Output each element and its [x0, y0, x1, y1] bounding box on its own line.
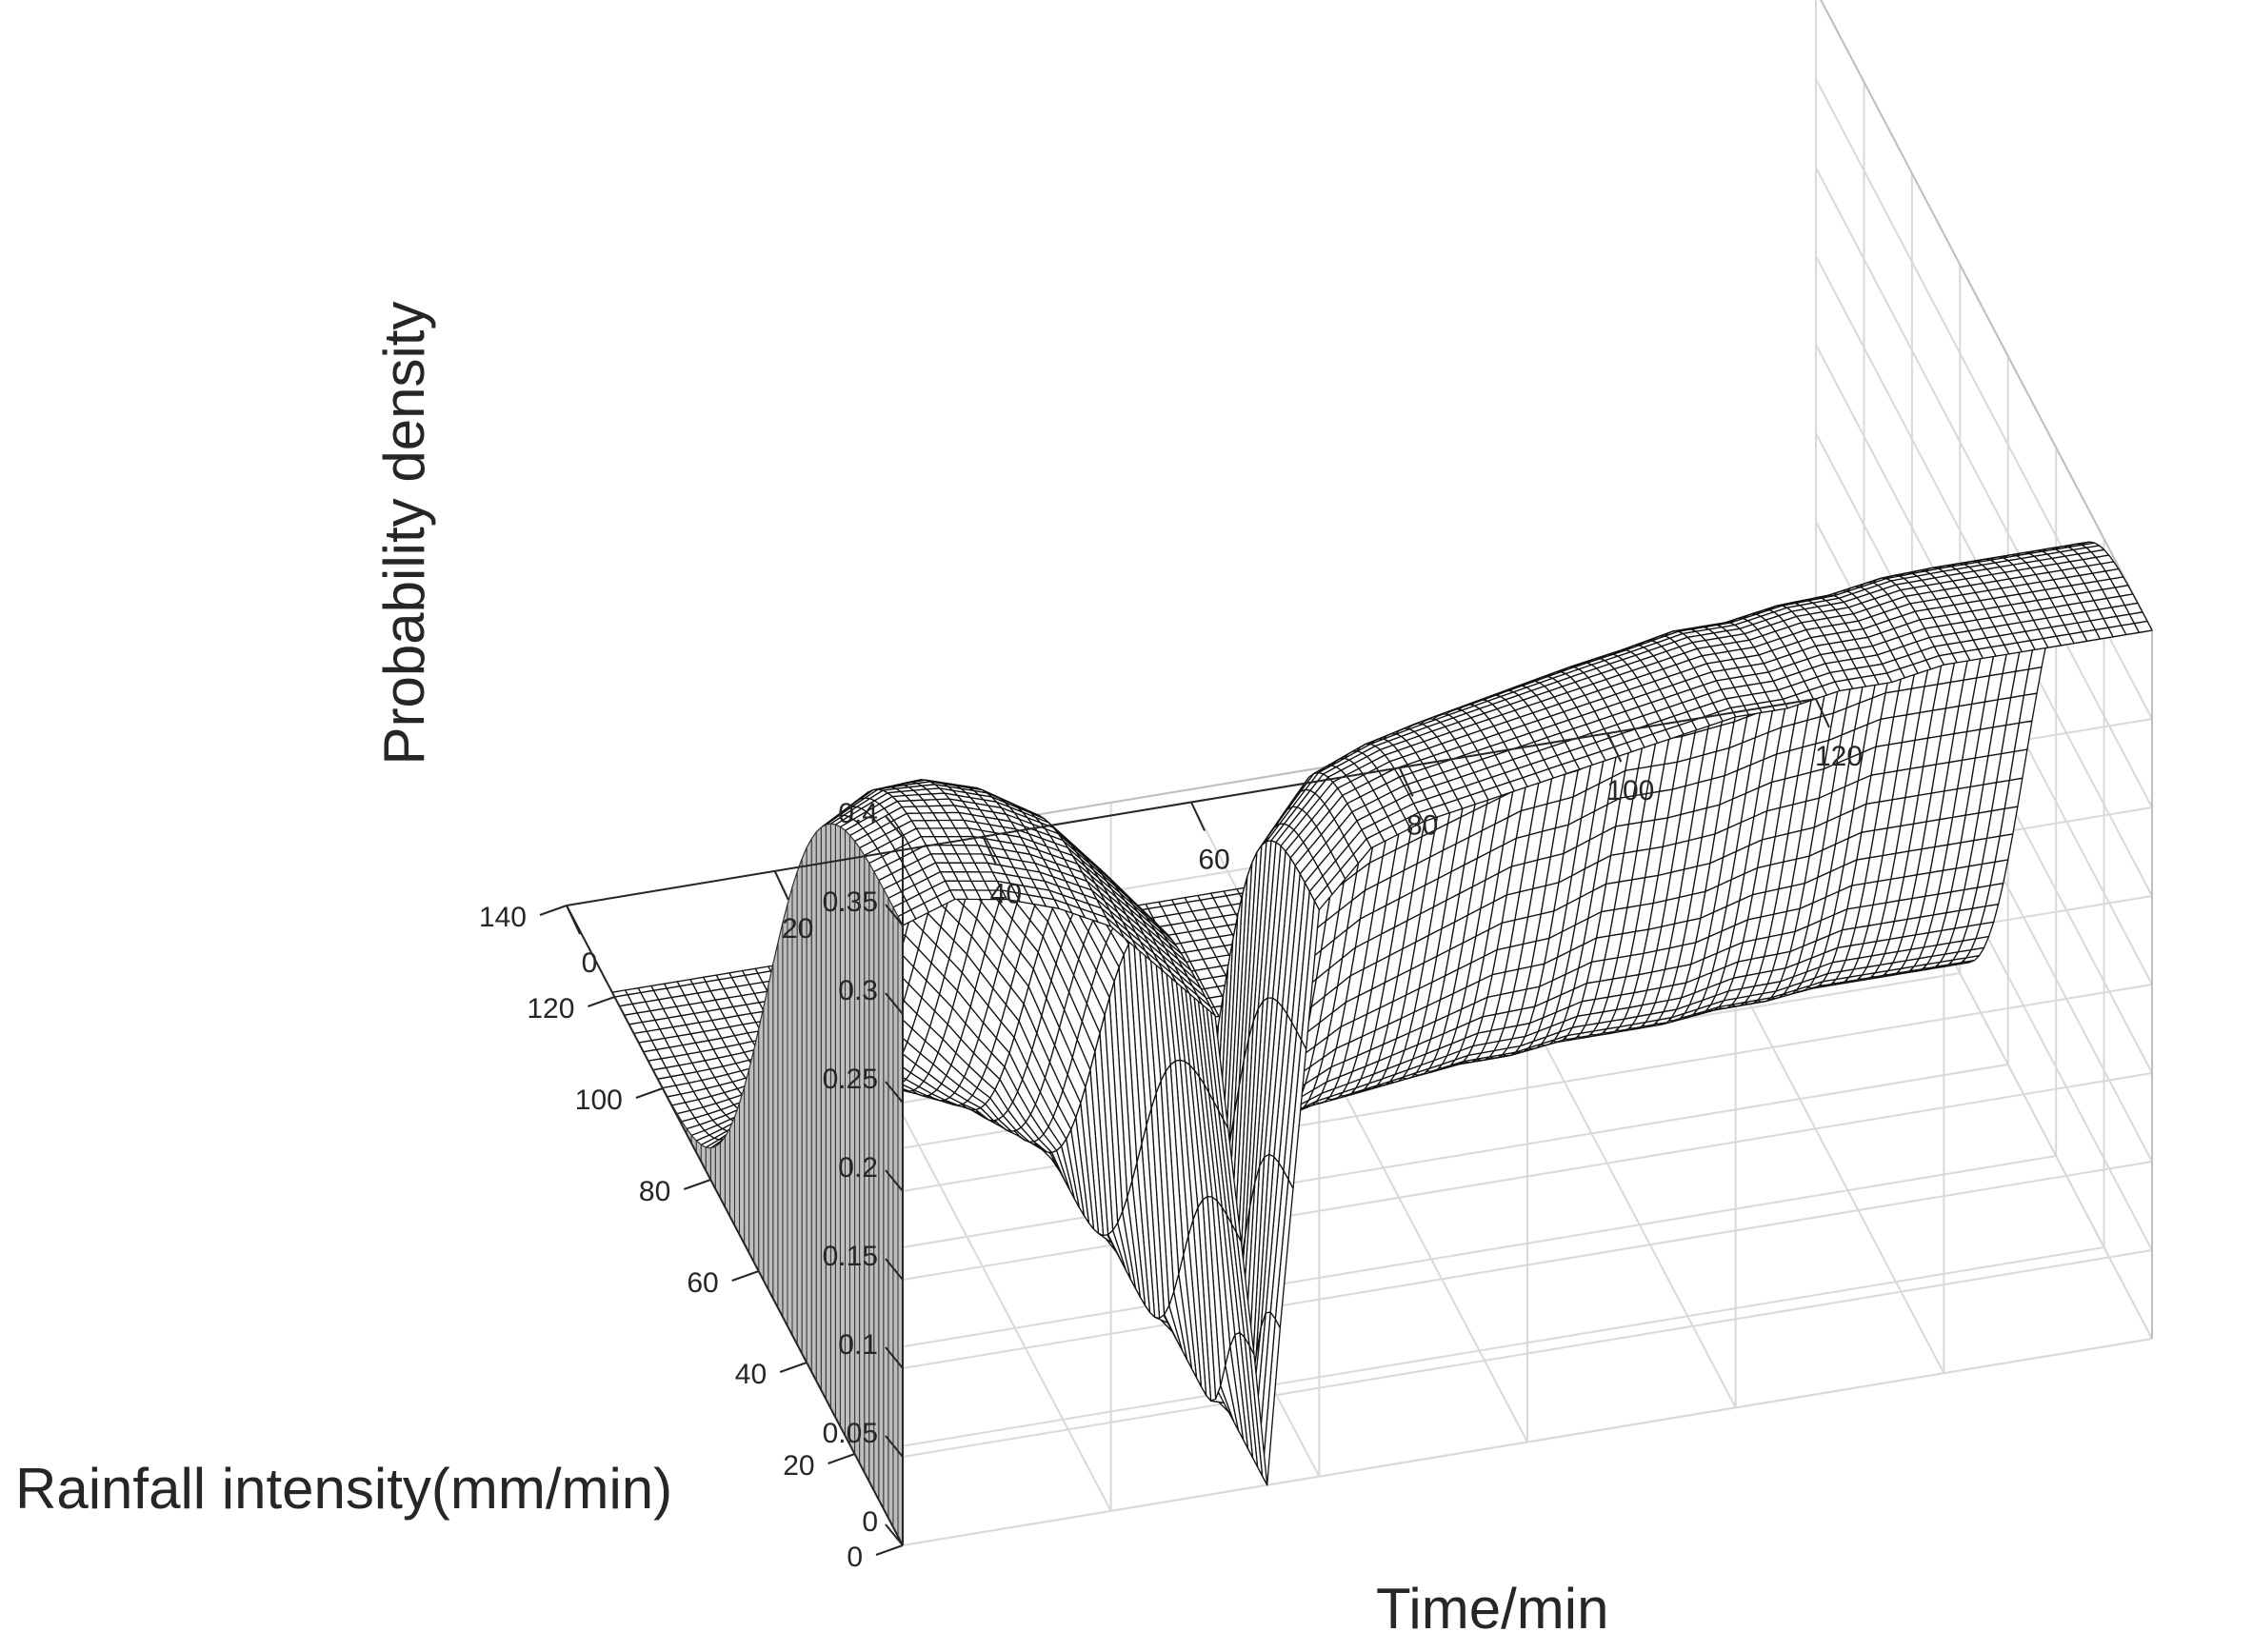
grid-line — [758, 1064, 2008, 1272]
surface-mesh — [611, 541, 2153, 1546]
grid-line — [902, 1249, 2153, 1458]
grid-line — [902, 1161, 2153, 1369]
box-edge — [1820, 0, 2153, 631]
grid-line — [1815, 167, 2153, 808]
grid-line — [806, 1155, 2057, 1363]
grid-line — [902, 1338, 2153, 1546]
grid-line — [854, 1246, 2104, 1455]
